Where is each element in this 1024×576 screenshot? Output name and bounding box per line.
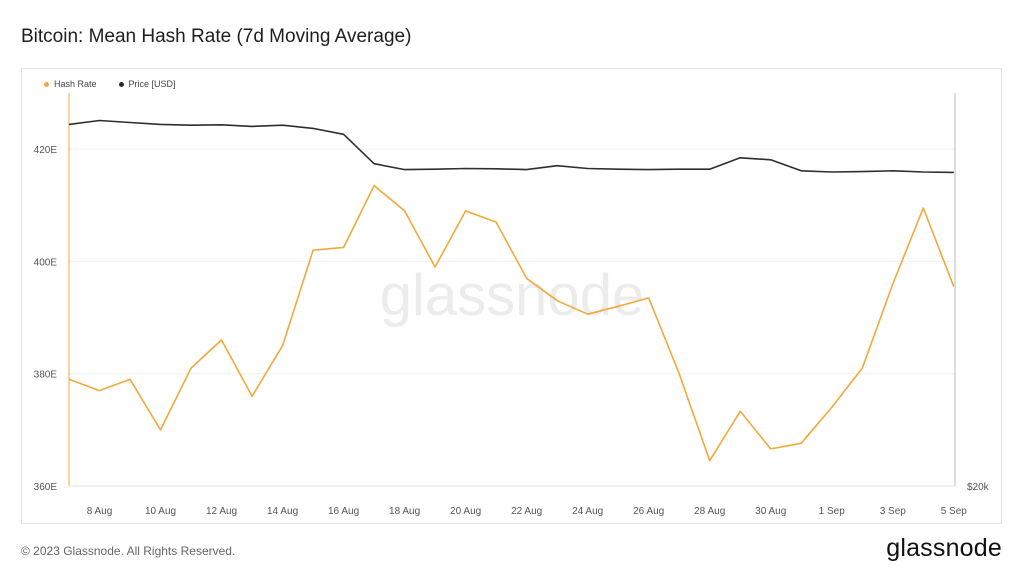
y-tick-label: 400E	[34, 257, 58, 268]
legend-item-price[interactable]: Price [USD]	[118, 79, 176, 89]
x-tick-label: 20 Aug	[450, 506, 481, 517]
legend-dot-price	[118, 81, 124, 87]
x-tick-label: 30 Aug	[755, 506, 786, 517]
legend-label-price: Price [USD]	[128, 79, 176, 89]
brand-logo[interactable]: glassnode	[886, 534, 1002, 562]
chart-title: Bitcoin: Mean Hash Rate (7d Moving Avera…	[21, 26, 412, 47]
y-tick-label: 420E	[34, 145, 58, 156]
x-tick-label: 10 Aug	[145, 506, 176, 517]
legend-dot-hash-rate	[44, 81, 49, 87]
y-tick-label: 380E	[34, 370, 58, 381]
right-tick-label: $20k	[967, 482, 990, 493]
x-tick-label: 26 Aug	[633, 506, 664, 517]
x-tick-label: 1 Sep	[819, 506, 846, 517]
watermark-text: glassnode	[380, 263, 644, 328]
legend-label-hash-rate: Hash Rate	[54, 79, 97, 89]
legend: Hash Rate Price [USD]	[44, 79, 176, 89]
x-tick-label: 18 Aug	[389, 506, 420, 517]
x-tick-label: 24 Aug	[572, 506, 603, 517]
legend-item-hash-rate[interactable]: Hash Rate	[44, 79, 97, 89]
copyright: © 2023 Glassnode. All Rights Reserved.	[21, 544, 236, 558]
x-tick-label: 5 Sep	[941, 506, 968, 517]
series-line-hash-rate	[68, 184, 955, 462]
y-tick-label: 360E	[34, 482, 58, 493]
x-tick-label: 8 Aug	[87, 506, 113, 517]
x-tick-label: 28 Aug	[694, 506, 725, 517]
chart-frame	[21, 68, 1002, 524]
x-tick-label: 12 Aug	[206, 506, 237, 517]
series-line-price	[68, 119, 954, 174]
x-tick-label: 14 Aug	[267, 506, 298, 517]
x-tick-label: 16 Aug	[328, 506, 359, 517]
x-tick-label: 3 Sep	[880, 506, 907, 517]
x-tick-label: 22 Aug	[511, 506, 542, 517]
